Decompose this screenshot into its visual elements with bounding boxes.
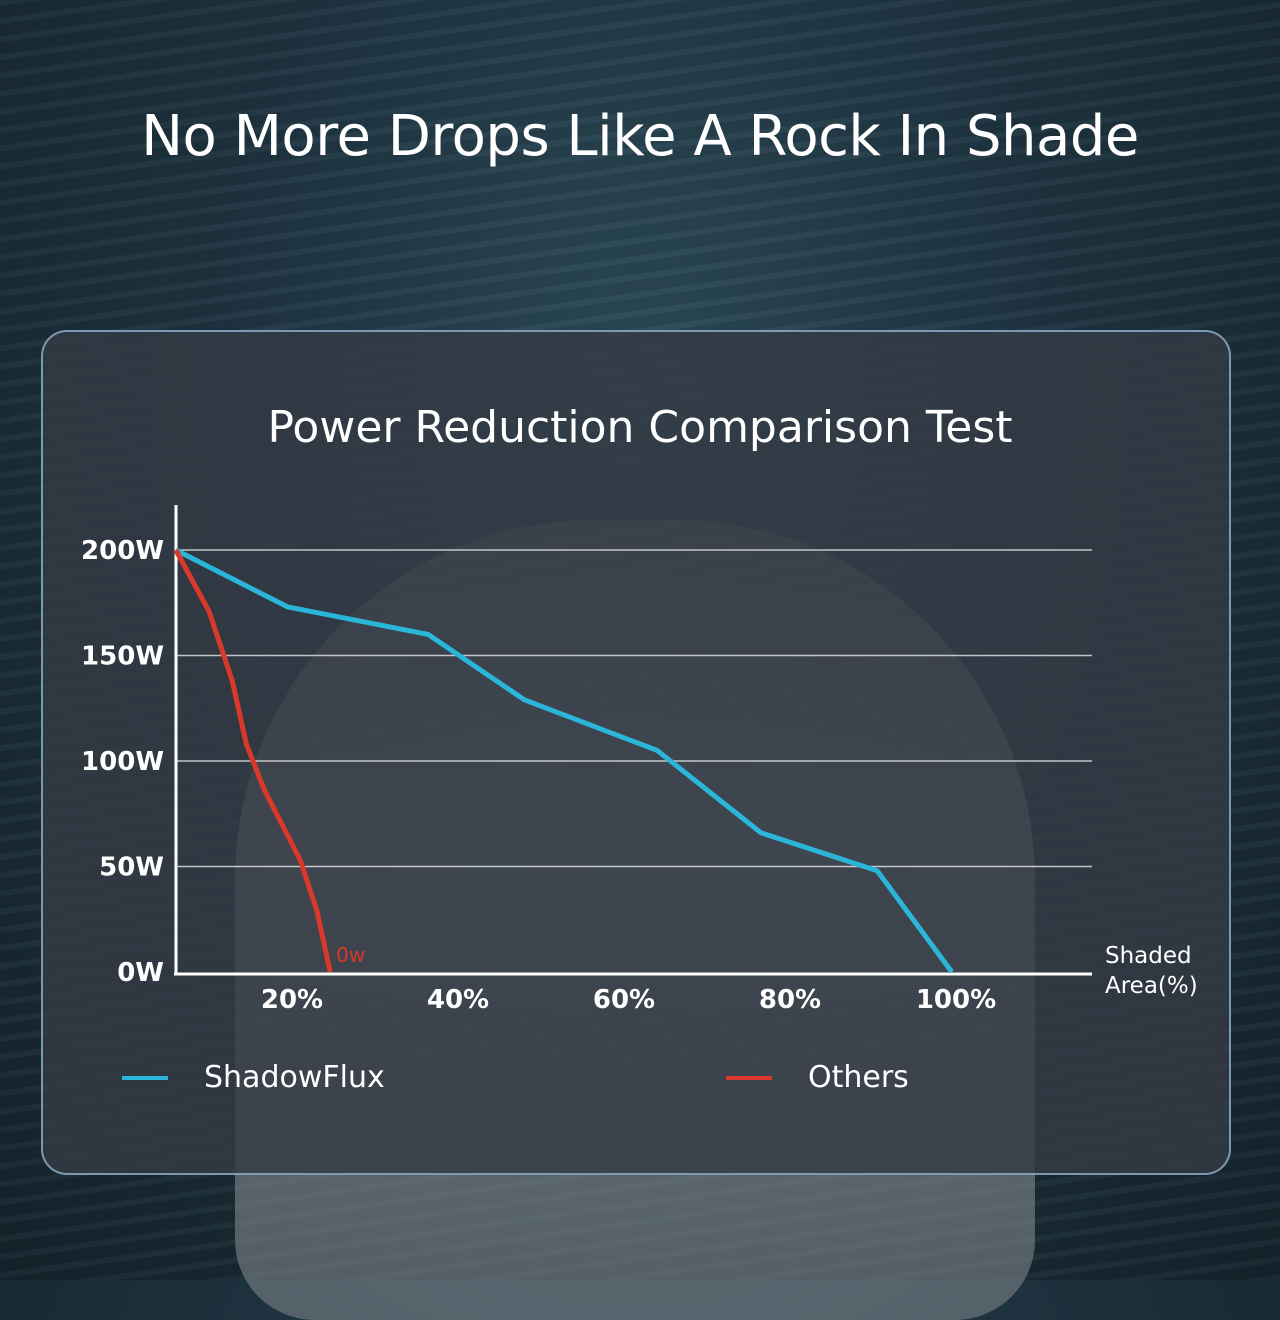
- legend-swatch-shadowflux: [122, 1076, 168, 1080]
- legend-label-others: Others: [808, 1060, 909, 1095]
- y-tick-label: 150W: [81, 642, 164, 672]
- x-tick-label: 40%: [427, 985, 489, 1015]
- legend-label-shadowflux: ShadowFlux: [204, 1060, 385, 1095]
- y-tick-label: 0W: [117, 958, 164, 988]
- y-tick-label: 100W: [81, 747, 164, 777]
- x-axis-label-line1: Shaded: [1105, 943, 1192, 969]
- x-tick-label: 20%: [261, 985, 323, 1015]
- legend-item-shadowflux: ShadowFlux: [122, 1060, 385, 1095]
- x-tick-label: 100%: [916, 985, 996, 1015]
- y-tick-label: 200W: [81, 536, 164, 566]
- x-tick-label: 80%: [759, 985, 821, 1015]
- legend-swatch-others: [726, 1076, 772, 1080]
- annotation-label: 0w: [336, 943, 365, 967]
- x-tick-label: 60%: [593, 985, 655, 1015]
- y-tick-label: 50W: [99, 853, 164, 883]
- x-axis-label-line2: Area(%): [1105, 973, 1198, 999]
- legend-item-others: Others: [726, 1060, 909, 1095]
